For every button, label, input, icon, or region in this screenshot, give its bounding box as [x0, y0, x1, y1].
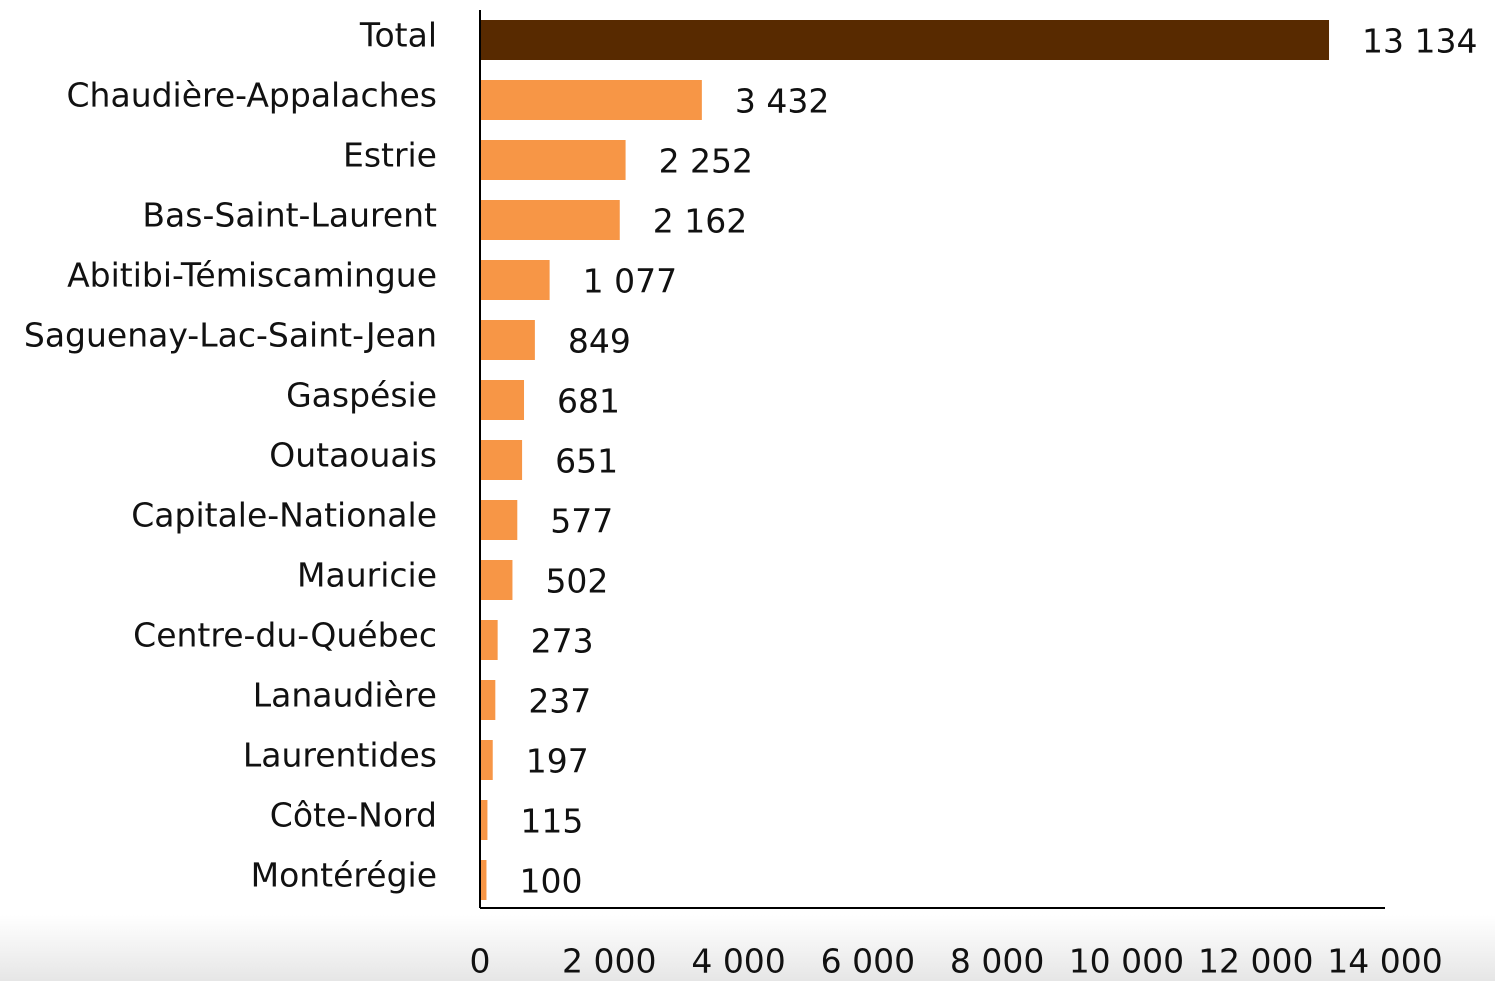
y-tick-label: Bas-Saint-Laurent: [142, 196, 437, 235]
bar: [480, 800, 488, 840]
x-tick-label: 2 000: [562, 942, 656, 981]
value-label: 849: [568, 322, 631, 361]
bar: [480, 80, 702, 120]
x-tick-label: 0: [470, 942, 491, 981]
x-tick-label: 6 000: [821, 942, 915, 981]
bar: [480, 260, 550, 300]
value-label: 100: [519, 862, 582, 901]
x-tick-label: 4 000: [691, 942, 785, 981]
value-label: 651: [555, 442, 618, 481]
y-tick-label: Capitale-Nationale: [131, 496, 437, 535]
bar: [480, 380, 525, 420]
bar: [480, 500, 518, 540]
value-label: 115: [520, 802, 583, 841]
bar: [480, 320, 535, 360]
bar: [480, 620, 498, 660]
y-tick-label: Outaouais: [269, 436, 437, 475]
y-tick-label: Chaudière-Appalaches: [67, 76, 437, 115]
bar: [480, 200, 620, 240]
y-tick-label: Total: [359, 16, 437, 55]
y-tick-label: Gaspésie: [286, 376, 437, 415]
value-label: 3 432: [735, 82, 829, 121]
bar: [480, 140, 626, 180]
x-tick-label: 8 000: [950, 942, 1044, 981]
y-tick-label: Centre-du-Québec: [133, 616, 437, 655]
background-band: [0, 915, 1495, 981]
y-tick-label: Estrie: [343, 136, 437, 175]
value-label: 237: [528, 682, 591, 721]
y-tick-label: Montérégie: [251, 856, 437, 895]
y-tick-label: Abitibi-Témiscamingue: [67, 256, 437, 295]
bar: [480, 20, 1330, 60]
bar: [480, 440, 523, 480]
value-label: 1 077: [583, 262, 677, 301]
value-label: 681: [557, 382, 620, 421]
value-label: 502: [545, 562, 608, 601]
x-tick-label: 10 000: [1069, 942, 1184, 981]
value-label: 2 162: [653, 202, 747, 241]
bar: [480, 680, 496, 720]
value-label: 273: [531, 622, 594, 661]
bar: [480, 860, 487, 900]
value-label: 197: [526, 742, 589, 781]
value-label: 13 134: [1362, 22, 1477, 61]
value-label: 577: [550, 502, 613, 541]
bar: [480, 560, 513, 600]
y-tick-label: Mauricie: [297, 556, 437, 595]
value-label: 2 252: [659, 142, 753, 181]
x-tick-label: 14 000: [1327, 942, 1442, 981]
bar: [480, 740, 493, 780]
y-tick-label: Côte-Nord: [270, 796, 437, 835]
y-tick-label: Laurentides: [243, 736, 437, 775]
y-tick-label: Lanaudière: [253, 676, 437, 715]
x-tick-label: 12 000: [1198, 942, 1313, 981]
y-tick-label: Saguenay-Lac-Saint-Jean: [24, 316, 437, 355]
